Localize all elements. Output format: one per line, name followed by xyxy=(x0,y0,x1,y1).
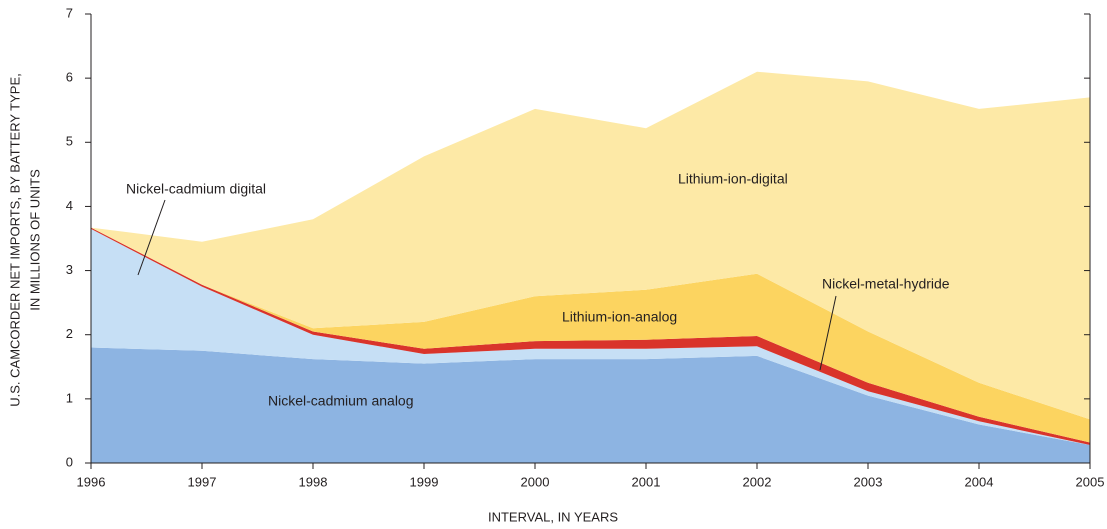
y-axis-label: U.S. CAMCORDER NET IMPORTS, BY BATTERY T… xyxy=(7,73,22,407)
x-tick-label: 2003 xyxy=(854,474,883,489)
area xyxy=(91,347,1090,463)
x-tick-label: 1997 xyxy=(188,474,217,489)
area xyxy=(91,227,1090,445)
x-tick-label: 2002 xyxy=(743,474,772,489)
area-label: Nickel-cadmium digital xyxy=(126,181,266,197)
y-tick-label: 6 xyxy=(66,70,73,85)
area xyxy=(91,227,1090,443)
area xyxy=(91,71,1090,420)
area-label: Lithium-ion-analog xyxy=(562,309,677,325)
y-tick-label: 0 xyxy=(66,454,73,469)
y-tick-label: 4 xyxy=(66,198,73,213)
y-tick-label: 5 xyxy=(66,134,73,149)
area-label: Nickel-cadmium analog xyxy=(268,393,414,409)
x-tick-label: 1996 xyxy=(77,474,106,489)
x-tick-label: 1998 xyxy=(299,474,328,489)
y-axis-label: IN MILLIONS OF UNITS xyxy=(27,169,42,311)
x-tick-label: 2001 xyxy=(632,474,661,489)
x-axis-label: INTERVAL, IN YEARS xyxy=(488,509,618,524)
area xyxy=(91,228,1090,445)
area-label: Lithium-ion-digital xyxy=(678,171,788,187)
leader-line xyxy=(819,295,837,371)
x-tick-label: 2005 xyxy=(1076,474,1105,489)
x-tick-label: 2004 xyxy=(965,474,994,489)
y-tick-label: 3 xyxy=(66,262,73,277)
areas xyxy=(91,71,1090,463)
leader-line xyxy=(137,199,166,276)
y-tick-label: 7 xyxy=(66,5,73,20)
y-tick-label: 1 xyxy=(66,390,73,405)
x-tick-label: 1999 xyxy=(410,474,439,489)
x-tick-label: 2000 xyxy=(521,474,550,489)
area-label: Nickel-metal-hydride xyxy=(822,276,950,292)
y-tick-label: 2 xyxy=(66,326,73,341)
